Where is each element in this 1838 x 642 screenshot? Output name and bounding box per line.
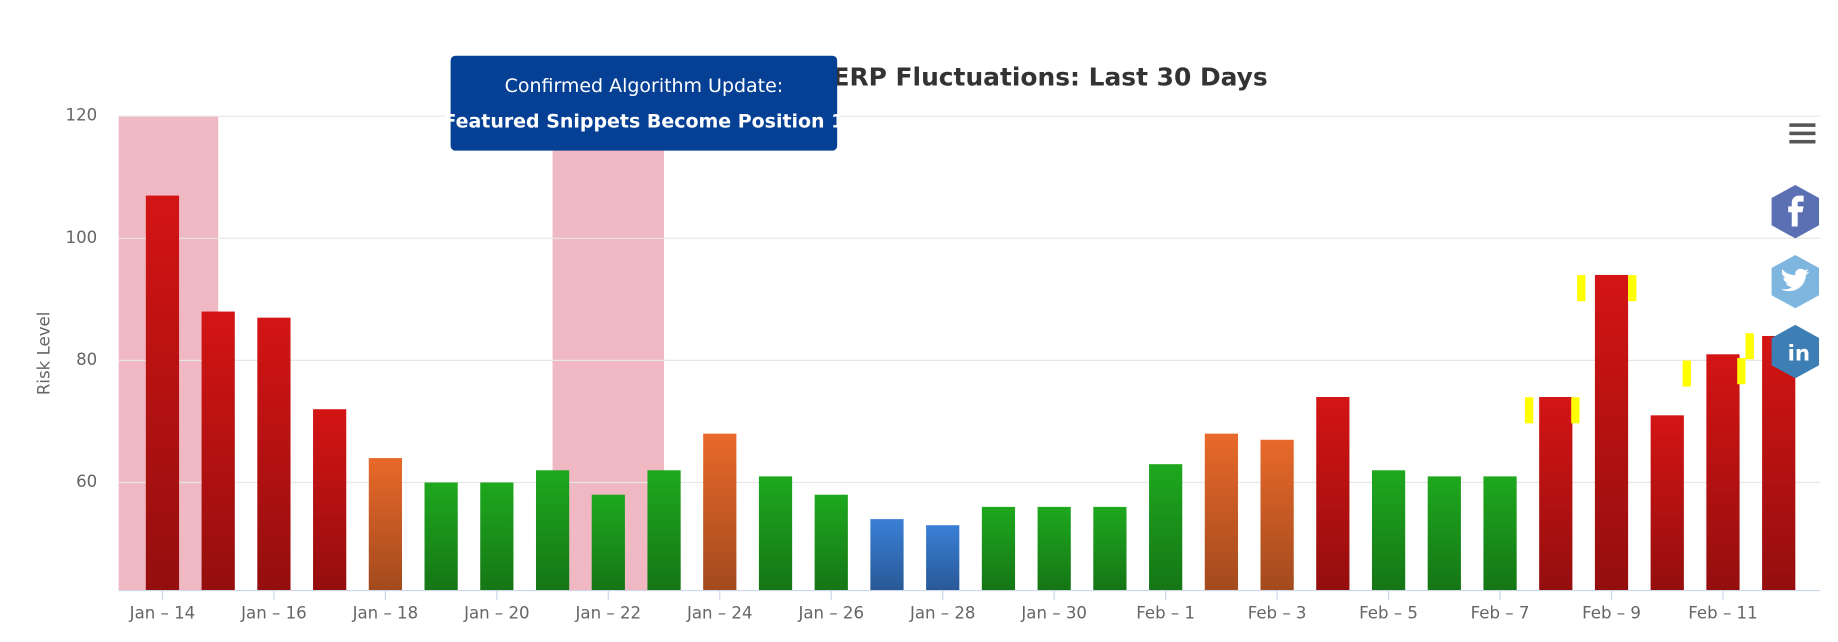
bar-shade: [1260, 439, 1294, 591]
icon: [1788, 195, 1804, 227]
chart-title: SERP Fluctuations: Last 30 Days: [815, 62, 1268, 91]
icon: in: [1788, 342, 1811, 367]
x-tick-label: Jan – 22: [575, 604, 642, 623]
bar-shade: [1149, 464, 1183, 591]
menu-button[interactable]: [1789, 123, 1816, 144]
bars: [145, 195, 1796, 591]
flag: [1524, 397, 1534, 424]
facebook-button[interactable]: [1771, 184, 1820, 239]
menu-bar: [1789, 123, 1816, 127]
x-tick-label: Feb – 9: [1582, 604, 1641, 623]
bar-shade: [313, 409, 347, 591]
bar-shade: [1427, 476, 1461, 591]
flag-markers: [1524, 275, 1754, 424]
x-tick-label: Feb – 3: [1248, 604, 1307, 623]
flag: [1571, 397, 1580, 424]
linkedin-button[interactable]: in: [1771, 324, 1820, 379]
y-tick-label: 80: [76, 350, 97, 369]
bar-shade: [926, 525, 960, 591]
bar-shade: [1650, 415, 1684, 591]
flag: [1682, 360, 1691, 387]
x-tick-label: Jan – 14: [129, 604, 196, 623]
y-tick-label: 120: [66, 106, 98, 125]
flag: [1737, 358, 1746, 385]
bar-shade: [1316, 397, 1350, 591]
menu-bar: [1789, 131, 1816, 136]
x-tick-label: Jan – 24: [686, 604, 753, 623]
x-tick-label: Feb – 7: [1471, 604, 1530, 623]
bar-shade: [424, 482, 458, 591]
x-tick-label: Jan – 26: [797, 604, 864, 623]
x-tick-label: Jan – 20: [463, 604, 530, 623]
bar-shade: [1762, 335, 1796, 591]
bar-shade: [480, 482, 514, 591]
flag: [1577, 275, 1586, 302]
bar-shade: [647, 470, 681, 591]
twitter-button[interactable]: [1771, 254, 1820, 309]
x-tick-label: Jan – 16: [240, 604, 307, 623]
hexagon: [1771, 324, 1820, 379]
bar-shade: [1037, 506, 1071, 591]
bar-shade: [870, 519, 904, 591]
menu-bar: [1789, 139, 1816, 144]
bar-shade: [1204, 433, 1238, 591]
flag: [1628, 275, 1637, 302]
y-axis-title: Risk Level: [35, 312, 54, 395]
bar-shade: [1093, 506, 1127, 591]
x-tick-label: Jan – 30: [1020, 604, 1087, 623]
x-tick-label: Feb – 11: [1688, 604, 1757, 623]
bar-shade: [535, 470, 570, 591]
tooltip: Confirmed Algorithm Update: Featured Sni…: [443, 55, 844, 151]
bar-shade: [257, 317, 291, 591]
y-tick-label: 60: [76, 472, 97, 491]
x-tick-label: Jan – 18: [352, 604, 419, 623]
bar-shade: [758, 476, 793, 591]
tooltip-line: Confirmed Algorithm Update:: [505, 75, 784, 97]
bar-shade: [368, 458, 402, 591]
bar-shade: [1706, 354, 1740, 591]
tooltip-box: [450, 55, 838, 151]
bar-shade: [145, 195, 180, 591]
x-tick-label: Jan – 28: [909, 604, 976, 623]
flag: [1745, 333, 1754, 360]
bar-shade: [981, 506, 1016, 591]
bar-shade: [1539, 397, 1573, 591]
bar-shade: [1371, 470, 1406, 591]
bar-shade: [814, 494, 848, 591]
bar-shade: [591, 494, 625, 591]
bar-shade: [703, 433, 737, 591]
bar-shade: [201, 311, 235, 591]
y-tick-label: 100: [66, 228, 98, 247]
tooltip-line: Featured Snippets Become Position 1: [443, 111, 844, 133]
x-tick-label: Feb – 1: [1136, 604, 1195, 623]
grid: [118, 115, 1821, 484]
bar-shade: [1594, 274, 1629, 591]
bar-shade: [1483, 476, 1517, 591]
icon: [1781, 268, 1810, 292]
x-tick-label: Feb – 5: [1359, 604, 1418, 623]
